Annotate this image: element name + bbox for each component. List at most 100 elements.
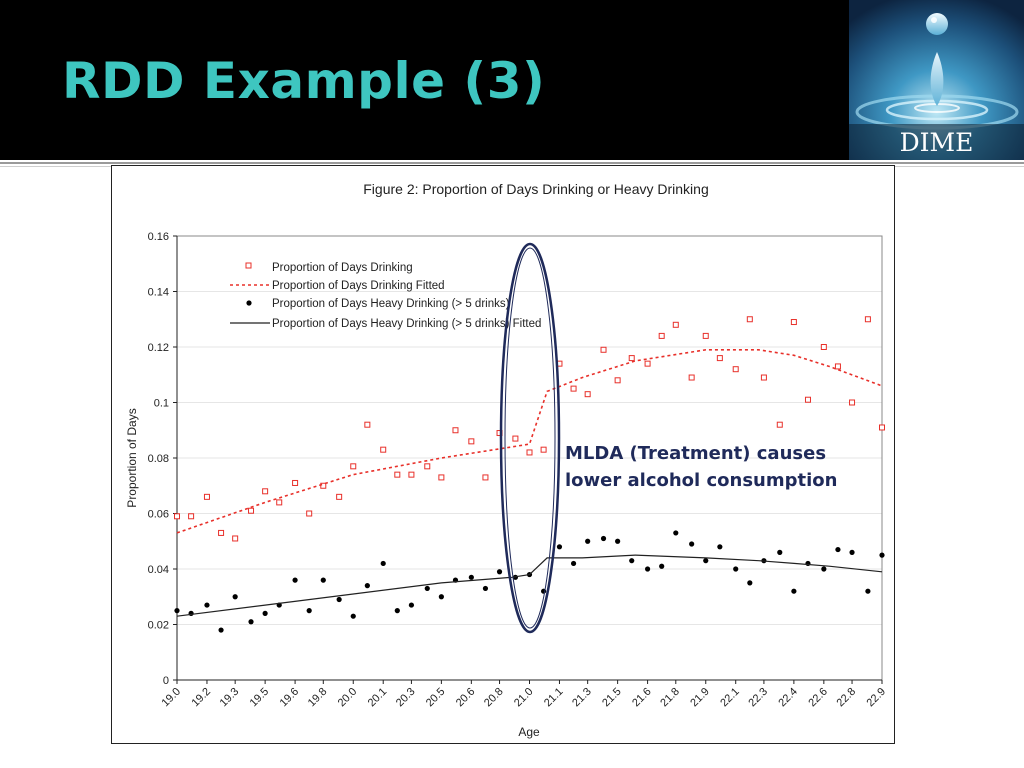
annotation-text: MLDA (Treatment) causes lower alcohol co… [565, 443, 838, 491]
legend-label-heavy: Proportion of Days Heavy Drinking (> 5 d… [272, 298, 510, 310]
point-drinking [614, 377, 621, 384]
point-heavy [380, 560, 386, 567]
cutoff-highlight-ellipse-inner [504, 247, 556, 629]
point-heavy [805, 560, 811, 567]
point-drinking [350, 463, 357, 470]
x-tick-label: 19.8 [306, 686, 330, 710]
point-drinking [336, 493, 343, 500]
cutoff-highlight-ellipse [499, 242, 561, 634]
y-tick-label: 0.04 [148, 564, 169, 576]
x-tick-label: 19.6 [278, 686, 302, 710]
point-heavy [438, 594, 444, 600]
point-drinking [834, 363, 841, 370]
chart-title: Figure 2: Proportion of Days Drinking or… [363, 181, 708, 197]
point-heavy [600, 535, 607, 542]
point-heavy [364, 583, 370, 589]
point-drinking [804, 396, 811, 403]
y-tick-label: 0.06 [148, 509, 169, 521]
y-tick-label: 0 [163, 675, 169, 687]
point-heavy [248, 619, 254, 625]
point-drinking [526, 449, 533, 456]
legend-marker-drinking [245, 262, 252, 269]
point-drinking [600, 346, 607, 353]
point-drinking [628, 355, 635, 362]
point-heavy [673, 530, 679, 536]
y-tick-label: 0.12 [148, 342, 169, 354]
legend-marker-heavy [246, 300, 252, 306]
point-drinking [584, 391, 591, 398]
header-divider [0, 162, 1024, 164]
point-heavy [556, 544, 563, 550]
point-drinking [188, 513, 195, 520]
logo-label: DIME [899, 128, 974, 157]
point-heavy [496, 569, 503, 575]
water-drop-logo-image [849, 0, 1024, 160]
point-heavy [659, 563, 665, 569]
point-heavy [849, 549, 855, 555]
x-tick-label: 21.1 [542, 686, 566, 710]
x-tick-label: 20.1 [366, 686, 390, 710]
point-heavy [835, 546, 841, 553]
x-tick-labels: 19.0 19.2 19.3 19.5 19.6 19.8 20.0 20.1 20.3 20.5… [159, 680, 888, 709]
point-drinking [760, 374, 767, 381]
point-heavy [424, 585, 430, 592]
point-drinking [174, 513, 180, 520]
x-tick-label: 21.5 [600, 686, 624, 710]
point-drinking [438, 474, 445, 481]
point-drinking [570, 385, 577, 392]
point-heavy [394, 608, 400, 614]
point-drinking [232, 535, 239, 542]
x-tick-label: 21.3 [570, 686, 594, 710]
point-heavy [232, 594, 238, 600]
x-tick-label: 22.6 [806, 686, 830, 710]
x-tick-label: 22.1 [718, 686, 742, 710]
point-drinking [702, 332, 709, 339]
x-tick-label: 20.8 [482, 686, 506, 710]
x-tick-label: 20.6 [454, 686, 478, 710]
x-tick-label: 21.6 [630, 686, 654, 710]
gridlines [177, 235, 882, 625]
point-drinking [482, 474, 489, 481]
point-heavy [320, 577, 326, 583]
point-heavy [218, 627, 224, 633]
slide-title: RDD Example (3) [62, 52, 546, 110]
point-heavy [204, 602, 210, 608]
x-tick-label: 21.8 [658, 686, 682, 710]
point-heavy [570, 560, 577, 567]
point-drinking [790, 319, 797, 326]
chart-figure: Figure 2: Proportion of Days Drinking or… [111, 165, 895, 744]
x-axis-label: Age [518, 725, 540, 739]
point-heavy [689, 541, 695, 547]
point-drinking [276, 499, 283, 506]
x-tick-label: 22.9 [864, 686, 888, 710]
y-tick-label: 0.16 [148, 231, 169, 243]
point-heavy [468, 574, 474, 580]
point-heavy [717, 544, 723, 550]
x-tick-label: 19.5 [248, 686, 272, 710]
legend-label-heavy-fitted: Proportion of Days Heavy Drinking (> 5 d… [272, 318, 541, 330]
point-heavy [791, 588, 797, 594]
point-heavy [821, 566, 827, 572]
point-drinking [672, 321, 679, 328]
point-drinking [688, 374, 695, 381]
point-heavy [777, 549, 783, 555]
point-drinking [716, 355, 723, 362]
point-drinking [658, 332, 665, 339]
chart-legend: Proportion of Days Drinking Proportion o… [230, 262, 541, 330]
point-heavy [865, 588, 871, 594]
point-heavy [482, 585, 489, 592]
point-drinking [408, 471, 415, 478]
point-drinking [644, 360, 651, 367]
scatter-chart: Figure 2: Proportion of Days Drinking or… [125, 181, 888, 739]
point-heavy [629, 558, 635, 564]
point-heavy [747, 580, 753, 586]
x-tick-label: 19.0 [159, 686, 183, 710]
point-drinking [364, 421, 371, 428]
point-drinking [540, 446, 547, 453]
y-tick-labels: 0 0.02 0.04 0.06 0.08 0.1 0.12 0.14 0.16 [148, 231, 177, 687]
x-tick-label: 20.5 [424, 686, 448, 710]
point-drinking [203, 493, 210, 500]
point-drinking [468, 438, 475, 445]
y-tick-label: 0.02 [148, 620, 169, 632]
legend-label-drinking-fitted: Proportion of Days Drinking Fitted [272, 280, 445, 292]
